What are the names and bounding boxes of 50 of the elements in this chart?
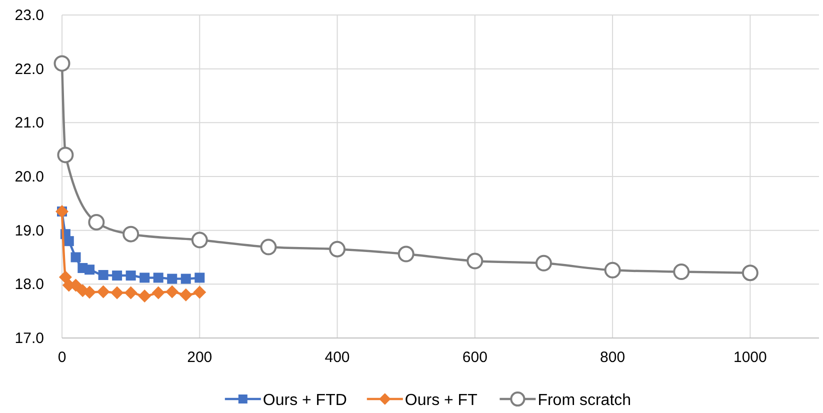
point: [98, 270, 108, 280]
point: [54, 55, 70, 72]
x-tick-label: 0: [58, 349, 66, 366]
point: [604, 262, 621, 278]
point: [57, 146, 74, 164]
point: [742, 264, 758, 282]
point: [138, 290, 152, 303]
x-tick-label: 1000: [733, 349, 767, 366]
point: [126, 270, 136, 281]
point: [466, 252, 484, 270]
point: [535, 254, 552, 272]
x-tick-label: 600: [462, 349, 488, 366]
point: [70, 252, 81, 262]
y-tick-label: 22.0: [14, 60, 44, 78]
point: [260, 238, 277, 256]
point: [112, 270, 122, 281]
point: [88, 214, 105, 231]
point: [64, 236, 74, 246]
legend-label: Ours + FT: [404, 392, 478, 409]
x-tick-label: 400: [324, 349, 350, 366]
point: [194, 272, 205, 283]
y-tick-label: 21.0: [14, 114, 44, 132]
point: [124, 286, 138, 300]
legend-label: From scratch: [538, 392, 632, 409]
point: [83, 286, 96, 299]
legend-label: Ours + FTD: [262, 392, 347, 409]
point: [329, 240, 346, 258]
point: [140, 272, 150, 283]
point: [84, 264, 95, 275]
point: [122, 226, 140, 242]
x-tick-label: 800: [600, 349, 626, 366]
y-tick-label: 23.0: [14, 7, 44, 24]
point: [180, 274, 191, 284]
point: [193, 286, 206, 299]
point: [167, 274, 178, 284]
point: [110, 286, 124, 300]
point: [191, 232, 208, 248]
y-tick-label: 17.0: [14, 330, 44, 347]
point: [398, 246, 414, 262]
y-tick-label: 19.0: [14, 222, 44, 240]
point: [673, 264, 690, 280]
point: [166, 285, 179, 298]
point: [58, 270, 72, 284]
point: [96, 285, 110, 298]
point: [152, 286, 165, 300]
x-tick-label: 200: [187, 349, 212, 366]
y-tick-label: 20.0: [14, 168, 44, 186]
point: [179, 288, 192, 302]
y-tick-label: 18.0: [14, 276, 44, 294]
point: [153, 272, 164, 283]
